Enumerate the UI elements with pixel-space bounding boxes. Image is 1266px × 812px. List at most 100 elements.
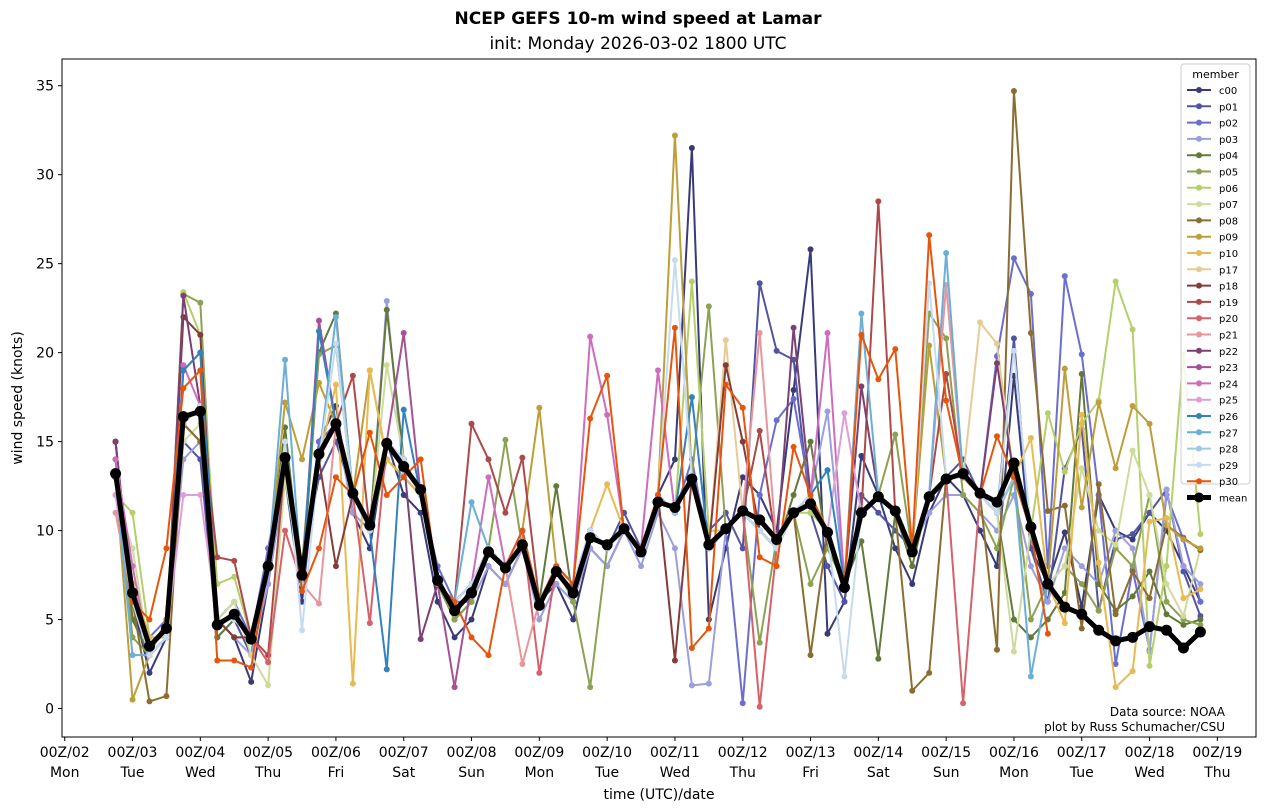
data-point-p01 [1129, 531, 1136, 538]
data-point-mean [466, 587, 478, 599]
data-point-p08 [146, 698, 153, 705]
x-tick-day-label: Tue [1069, 765, 1094, 781]
data-point-c00 [688, 144, 695, 151]
data-point-p29 [146, 652, 153, 659]
data-point-p05 [1197, 621, 1204, 628]
data-point-p30 [858, 331, 865, 338]
data-point-p10 [1078, 411, 1085, 418]
data-point-c00 [1129, 536, 1136, 543]
legend-marker [1196, 413, 1202, 419]
data-point-c00 [434, 598, 441, 605]
data-point-mean [957, 468, 969, 480]
data-point-mean [1059, 601, 1071, 613]
data-point-p20 [960, 700, 967, 707]
data-point-p24 [485, 474, 492, 481]
data-point-p29 [332, 340, 339, 347]
data-point-mean [415, 484, 427, 496]
data-point-p30 [875, 376, 882, 383]
data-point-p05 [451, 616, 458, 623]
data-point-p25 [180, 491, 187, 498]
data-point-mean [160, 622, 172, 634]
data-point-mean [737, 505, 749, 517]
legend-label: c00 [1219, 86, 1237, 97]
data-point-p08 [1095, 481, 1102, 488]
data-point-c00 [146, 669, 153, 676]
data-point-p08 [993, 646, 1000, 653]
data-point-p01 [875, 509, 882, 516]
data-point-p07 [1180, 612, 1187, 619]
data-point-mean [279, 452, 291, 464]
data-point-mean [1008, 457, 1020, 469]
data-point-p27 [282, 356, 289, 363]
data-point-p09 [299, 456, 306, 463]
legend-marker [1196, 266, 1202, 273]
x-tick-label: 00Z/05 [243, 745, 293, 761]
legend-label: p10 [1219, 249, 1238, 260]
series-p18 [112, 314, 1051, 664]
data-point-mean [262, 560, 274, 572]
data-point-p04 [1146, 568, 1153, 575]
data-point-p05 [587, 684, 594, 691]
chart-title: NCEP GEFS 10-m wind speed at Lamar [454, 9, 822, 29]
data-point-p20 [536, 669, 543, 676]
data-point-p04 [1197, 616, 1204, 623]
legend-item-p08: p08 [1187, 216, 1238, 227]
y-tick-label: 0 [45, 702, 54, 718]
data-point-p10 [1146, 518, 1153, 525]
data-point-p07 [1163, 580, 1170, 587]
x-tick-day-label: Sat [392, 765, 415, 781]
data-point-p18 [739, 438, 746, 445]
data-point-p30 [519, 527, 526, 534]
data-point-p05 [993, 545, 1000, 552]
data-point-p09 [129, 696, 136, 703]
data-point-p30 [299, 588, 306, 595]
data-point-mean [432, 574, 444, 586]
data-point-p06 [1044, 410, 1051, 417]
data-point-p20 [366, 620, 373, 627]
y-tick-label: 20 [36, 346, 54, 362]
data-point-p29 [1010, 347, 1017, 354]
legend-item-p17: p17 [1187, 265, 1238, 276]
series-p17 [112, 319, 1051, 659]
data-point-p30 [248, 664, 255, 671]
data-point-p04 [858, 538, 865, 545]
legend-marker [1196, 250, 1202, 256]
data-point-p30 [926, 232, 933, 239]
data-point-mean [110, 468, 122, 480]
data-point-p24 [180, 362, 187, 369]
data-point-p30 [485, 652, 492, 659]
data-point-p24 [587, 333, 594, 340]
data-point-p04 [1129, 593, 1136, 600]
legend-label: p01 [1219, 102, 1238, 113]
legend-item-p21: p21 [1187, 331, 1238, 342]
data-point-p06 [1061, 468, 1068, 475]
data-point-p29 [282, 438, 289, 445]
legend-marker [1196, 282, 1202, 289]
data-point-p24 [604, 411, 611, 418]
legend-label: p28 [1219, 445, 1238, 456]
data-point-p01 [824, 563, 831, 570]
data-point-p27 [468, 499, 475, 506]
data-point-p07 [1129, 447, 1136, 454]
data-point-p03 [485, 563, 492, 570]
data-point-p10 [332, 381, 339, 388]
chart-subtitle: init: Monday 2026-03-02 1800 UTC [489, 34, 787, 54]
data-point-p30 [943, 397, 950, 404]
data-point-p02 [1027, 290, 1034, 297]
x-tick-day-label: Thu [729, 765, 756, 781]
data-point-mean [516, 539, 528, 551]
x-tick-label: 00Z/12 [718, 745, 768, 761]
data-point-c00 [400, 491, 407, 498]
data-point-p21 [112, 509, 119, 516]
data-point-p20 [756, 703, 763, 710]
data-point-p19 [231, 557, 238, 564]
series-p08 [112, 88, 1204, 705]
data-point-mean [1194, 626, 1206, 638]
x-tick-day-label: Tue [594, 765, 619, 781]
legend-item-p27: p27 [1187, 428, 1238, 439]
data-point-p10 [1180, 595, 1187, 602]
data-point-c00 [824, 630, 831, 637]
x-tick-label: 00Z/02 [40, 745, 90, 761]
data-point-mean [211, 619, 223, 631]
series-line-p08 [114, 90, 1201, 703]
